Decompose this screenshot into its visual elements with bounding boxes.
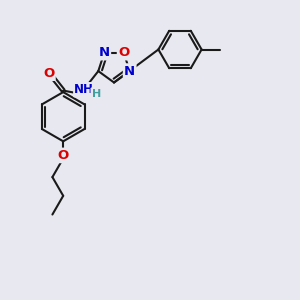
Text: H: H — [92, 88, 101, 99]
Text: O: O — [118, 46, 129, 59]
Text: O: O — [58, 149, 69, 162]
Text: O: O — [43, 67, 54, 80]
Text: N: N — [124, 64, 135, 78]
Text: NH: NH — [74, 83, 94, 96]
Text: N: N — [99, 46, 110, 59]
